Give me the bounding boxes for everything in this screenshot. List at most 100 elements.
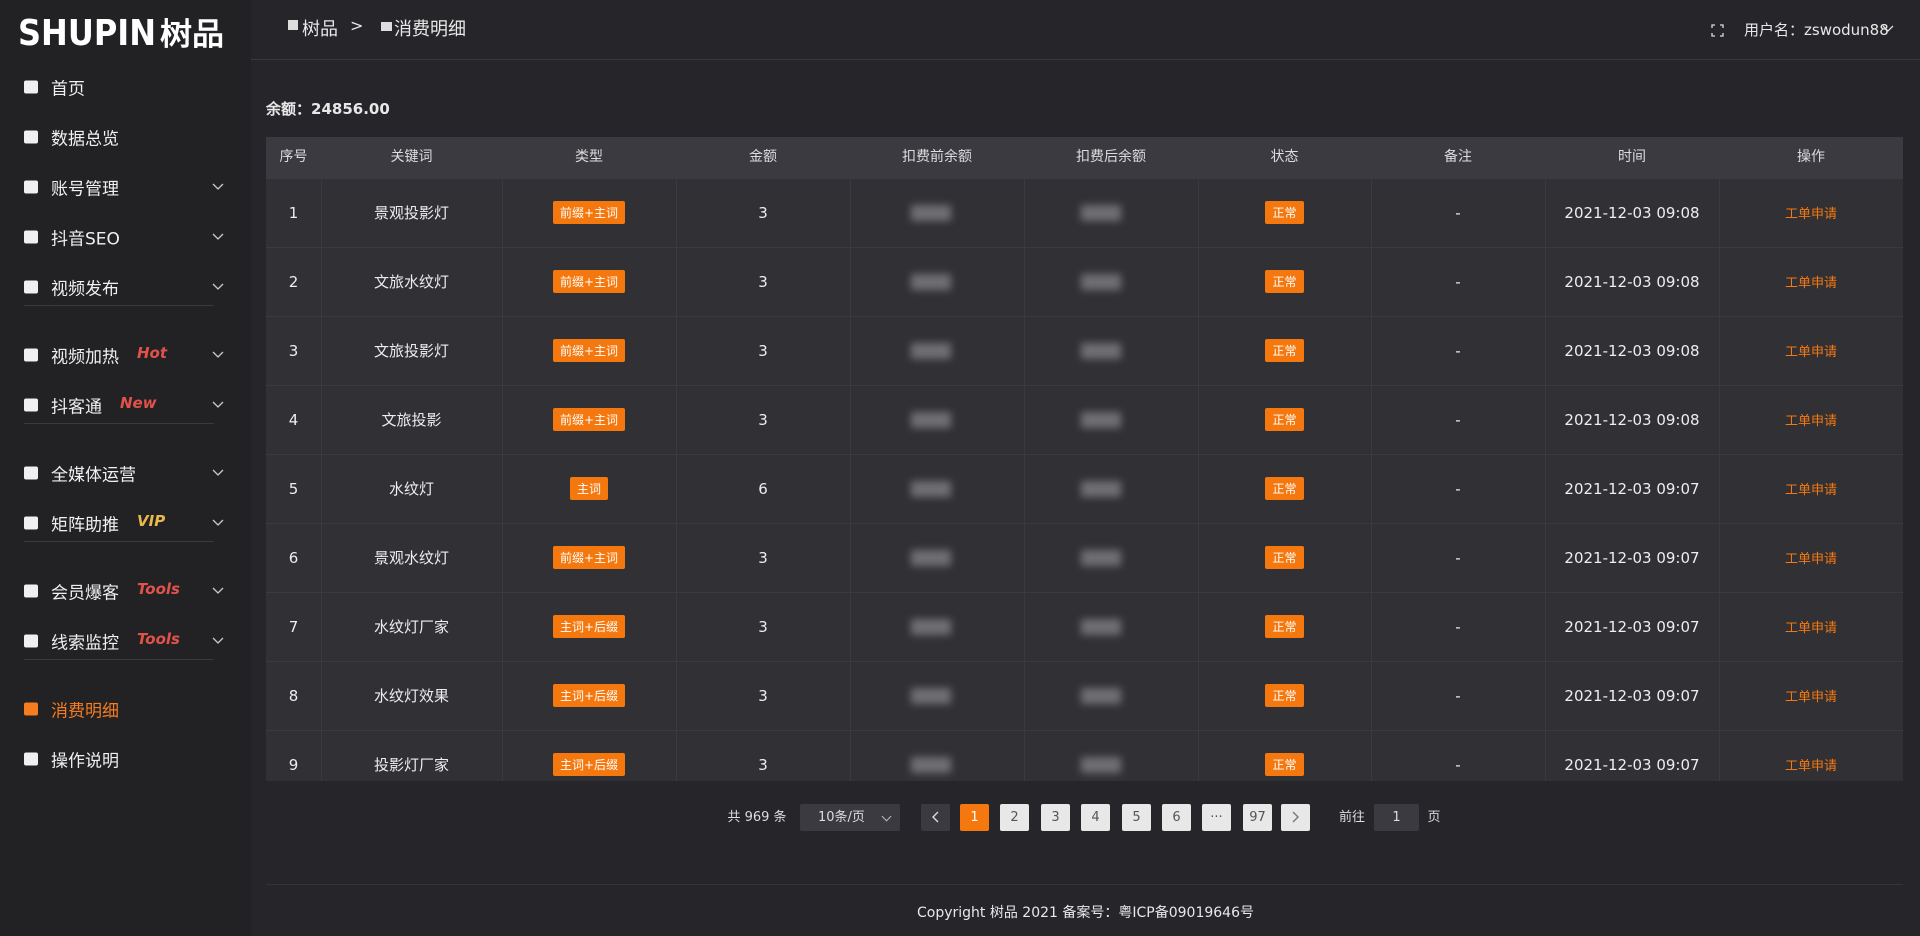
user-arrow bbox=[1882, 25, 1894, 32]
amount: 6 bbox=[758, 479, 768, 498]
table-cell: 正常 bbox=[1198, 523, 1371, 592]
no: 9 bbox=[288, 755, 299, 774]
page-button[interactable]: 6 bbox=[1162, 804, 1191, 831]
page-button[interactable]: ··· bbox=[1202, 804, 1231, 831]
amount: 3 bbox=[758, 686, 768, 705]
nav-label: 视频发布 bbox=[51, 279, 119, 300]
nav-item[interactable]: 矩阵助推 VIP bbox=[0, 501, 251, 545]
page-button[interactable]: 2 bbox=[1000, 804, 1029, 831]
user-name[interactable]: 用户名：zswodun88 bbox=[1744, 21, 1889, 39]
nav-badge: VIP bbox=[137, 512, 166, 531]
page-button[interactable]: 5 bbox=[1122, 804, 1151, 831]
nav-item[interactable]: 首页 bbox=[0, 65, 251, 109]
keyword: 文旅投影 bbox=[381, 411, 442, 429]
table-cell: 2 bbox=[266, 247, 321, 316]
table-cell: 3 bbox=[676, 316, 850, 385]
next-page[interactable] bbox=[1281, 804, 1310, 831]
masked-value bbox=[1081, 480, 1121, 497]
table-cell: 正常 bbox=[1198, 454, 1371, 523]
amount: 3 bbox=[758, 755, 768, 774]
action-link[interactable]: 工单申请 bbox=[1784, 414, 1837, 429]
row-line bbox=[266, 247, 1903, 248]
fullscreen-icon[interactable] bbox=[1711, 24, 1724, 37]
table-cell bbox=[1024, 592, 1198, 661]
row-line bbox=[266, 661, 1903, 662]
page-button[interactable]: 3 bbox=[1041, 804, 1070, 831]
table-cell: - bbox=[1371, 385, 1545, 454]
table-cell: 工单申请 bbox=[1719, 454, 1903, 523]
no: 2 bbox=[288, 272, 299, 291]
table-cell: - bbox=[1371, 523, 1545, 592]
table-cell: 工单申请 bbox=[1719, 730, 1903, 781]
table-cell: 2021-12-03 09:07 bbox=[1545, 730, 1719, 781]
table-cell: 投影灯厂家 bbox=[321, 730, 502, 781]
table-cell: 3 bbox=[676, 247, 850, 316]
table-cell: 正常 bbox=[1198, 730, 1371, 781]
nav-icon bbox=[24, 180, 38, 194]
page-button[interactable]: 1 bbox=[960, 804, 989, 831]
table-cell: 主词 bbox=[502, 454, 676, 523]
nav-label: 视频加热 bbox=[51, 347, 119, 368]
table-cell: 正常 bbox=[1198, 385, 1371, 454]
column-line bbox=[850, 137, 851, 781]
note: - bbox=[1455, 272, 1461, 291]
prev-page[interactable] bbox=[921, 804, 950, 831]
masked-value bbox=[911, 687, 951, 704]
table-cell: 2021-12-03 09:07 bbox=[1545, 661, 1719, 730]
status-tag: 正常 bbox=[1265, 477, 1304, 500]
nav-item[interactable]: 操作说明 bbox=[0, 737, 251, 781]
nav-item[interactable]: 视频发布 bbox=[0, 265, 251, 309]
table-cell: 2021-12-03 09:08 bbox=[1545, 385, 1719, 454]
action-link[interactable]: 工单申请 bbox=[1784, 483, 1837, 498]
table-cell: 水纹灯厂家 bbox=[321, 592, 502, 661]
nav-icon bbox=[24, 516, 38, 530]
action-link[interactable]: 工单申请 bbox=[1784, 345, 1837, 360]
nav-item[interactable]: 抖音SEO bbox=[0, 215, 251, 259]
nav-item[interactable]: 账号管理 bbox=[0, 165, 251, 209]
breadcrumb-home[interactable]: 树品 bbox=[302, 19, 338, 40]
balance-label: 余额： bbox=[266, 100, 312, 118]
breadcrumb-current: 消费明细 bbox=[394, 19, 466, 40]
action-link[interactable]: 工单申请 bbox=[1784, 759, 1837, 774]
table-cell: - bbox=[1371, 730, 1545, 781]
action-link[interactable]: 工单申请 bbox=[1784, 621, 1837, 636]
table-cell: 前缀+主词 bbox=[502, 178, 676, 247]
amount: 3 bbox=[758, 341, 768, 360]
table-cell: 工单申请 bbox=[1719, 661, 1903, 730]
nav-item[interactable]: 全媒体运营 bbox=[0, 451, 251, 495]
keyword: 投影灯厂家 bbox=[373, 756, 449, 774]
table-cell: 3 bbox=[676, 730, 850, 781]
action-link[interactable]: 工单申请 bbox=[1784, 552, 1837, 567]
row-line bbox=[266, 385, 1903, 386]
goto-input[interactable]: 1 bbox=[1374, 804, 1419, 831]
amount: 3 bbox=[758, 548, 768, 567]
page-button[interactable]: 97 bbox=[1243, 804, 1272, 831]
nav-divider bbox=[24, 659, 214, 660]
table-cell: - bbox=[1371, 454, 1545, 523]
nav-item[interactable]: 消费明细 bbox=[0, 687, 251, 731]
nav-item[interactable]: 会员爆客 Tools bbox=[0, 569, 251, 613]
nav-item[interactable]: 抖客通 New bbox=[0, 383, 251, 427]
page-size[interactable]: 10条/页 bbox=[800, 804, 900, 831]
masked-value bbox=[911, 756, 951, 773]
table-cell: 2021-12-03 09:08 bbox=[1545, 178, 1719, 247]
logo: SHUPIN 树品 bbox=[18, 13, 224, 52]
table-cell: 2021-12-03 09:08 bbox=[1545, 247, 1719, 316]
nav-arrow bbox=[212, 283, 224, 290]
action-link[interactable]: 工单申请 bbox=[1784, 207, 1837, 222]
nav-item[interactable]: 线索监控 Tools bbox=[0, 619, 251, 663]
time: 2021-12-03 09:08 bbox=[1564, 272, 1700, 291]
nav-icon bbox=[24, 80, 38, 94]
action-link[interactable]: 工单申请 bbox=[1784, 276, 1837, 291]
row-line bbox=[266, 454, 1903, 455]
table-cell bbox=[850, 316, 1024, 385]
table-cell: - bbox=[1371, 178, 1545, 247]
page-button[interactable]: 4 bbox=[1081, 804, 1110, 831]
nav-arrow bbox=[212, 183, 224, 190]
no: 6 bbox=[288, 548, 299, 567]
row-line bbox=[266, 523, 1903, 524]
time: 2021-12-03 09:08 bbox=[1564, 203, 1700, 222]
nav-item[interactable]: 视频加热 Hot bbox=[0, 333, 251, 377]
nav-item[interactable]: 数据总览 bbox=[0, 115, 251, 159]
action-link[interactable]: 工单申请 bbox=[1784, 690, 1837, 705]
